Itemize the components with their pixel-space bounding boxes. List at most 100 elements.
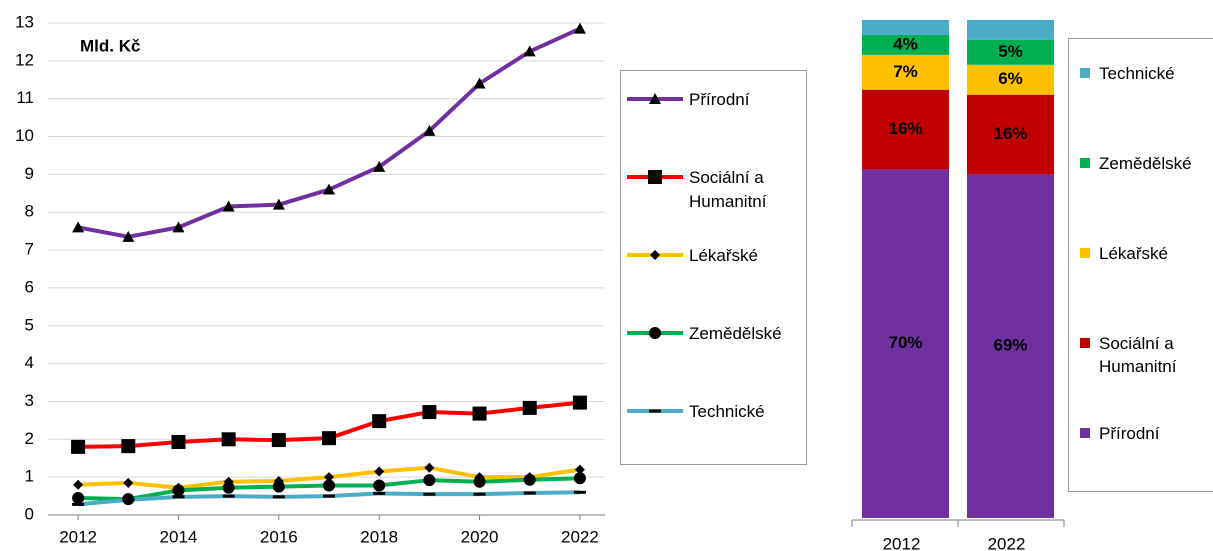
- marker: [323, 479, 336, 492]
- marker: [272, 495, 285, 499]
- marker: [72, 491, 85, 504]
- marker: [323, 494, 336, 498]
- legend-label: Sociální a Humanitní: [1099, 334, 1177, 376]
- marker: [73, 479, 84, 490]
- marker: [272, 198, 285, 210]
- bar-segment: [967, 94, 1054, 175]
- marker: [473, 492, 486, 496]
- y-tick-label: 4: [25, 353, 34, 372]
- marker: [473, 77, 486, 89]
- bar-segment: [862, 169, 949, 518]
- marker: [222, 200, 235, 212]
- marker: [373, 491, 386, 495]
- y-tick-label: 3: [25, 391, 34, 410]
- data-label: 4%: [893, 34, 918, 53]
- bar-legend: Přírodní Sociální a Humanitní Lékařské Země…: [1068, 38, 1213, 492]
- marker: [322, 431, 337, 446]
- legend-swatch: [627, 409, 683, 413]
- x-tick-label: 2012: [883, 534, 921, 551]
- legend-swatch: [627, 250, 683, 260]
- y-tick-label: 5: [25, 315, 34, 334]
- line-legend: Přírodní Sociální a Humanitní Lékařské Země…: [620, 70, 807, 465]
- marker: [649, 409, 661, 413]
- marker: [574, 464, 585, 475]
- marker: [373, 479, 386, 492]
- data-label: 16%: [993, 124, 1027, 143]
- marker: [221, 432, 236, 447]
- series-line: [77, 26, 581, 239]
- y-tick-label: 7: [25, 240, 34, 259]
- unit-annotation: Mld. Kč: [80, 36, 140, 55]
- marker: [573, 472, 586, 485]
- bar-segment: [967, 174, 1054, 518]
- marker: [222, 494, 235, 498]
- data-label: 16%: [888, 119, 922, 138]
- y-tick-label: 12: [15, 50, 34, 69]
- marker: [648, 170, 662, 184]
- bar-segment: [862, 89, 949, 170]
- marker: [71, 439, 86, 454]
- legend-label: Zemědělské: [1099, 154, 1192, 173]
- x-tick-label: 2020: [461, 527, 499, 546]
- marker: [172, 221, 185, 233]
- marker: [523, 45, 536, 57]
- data-label: 70%: [888, 333, 922, 352]
- marker: [171, 434, 186, 449]
- marker: [222, 481, 235, 494]
- y-tick-label: 10: [15, 126, 34, 145]
- legend-label: Přírodní: [1099, 424, 1160, 443]
- marker: [323, 183, 336, 195]
- marker: [72, 502, 85, 506]
- bar-segment: [862, 34, 949, 55]
- y-tick-label: 11: [16, 88, 34, 107]
- bar-segment: [967, 20, 1054, 40]
- marker: [573, 490, 586, 494]
- legend-swatch: [627, 170, 683, 184]
- data-label: 7%: [893, 62, 918, 81]
- marker: [423, 492, 436, 496]
- x-tick-label: 2014: [160, 527, 198, 546]
- legend-swatch: [1080, 68, 1090, 78]
- legend-swatch: [627, 327, 683, 339]
- y-tick-label: 8: [25, 202, 34, 221]
- marker: [573, 22, 586, 34]
- legend-swatch: [1080, 248, 1090, 258]
- legend-label: Technické: [689, 402, 765, 421]
- marker: [423, 124, 436, 136]
- marker: [172, 495, 185, 499]
- legend-label: Technické: [1099, 64, 1175, 83]
- marker: [123, 477, 134, 488]
- marker: [424, 462, 435, 473]
- legend-label: Sociální a Humanitní: [689, 168, 767, 211]
- x-tick-label: 2022: [561, 527, 599, 546]
- marker: [373, 160, 386, 172]
- marker: [374, 466, 385, 477]
- marker: [271, 433, 286, 448]
- legend-swatch: [1080, 158, 1090, 168]
- legend-swatch: [627, 93, 683, 104]
- marker: [522, 400, 537, 415]
- data-label: 69%: [993, 336, 1027, 355]
- marker: [473, 475, 486, 488]
- marker: [572, 395, 587, 410]
- legend-label: Přírodní: [689, 90, 750, 109]
- x-tick-label: 2022: [988, 534, 1026, 551]
- y-tick-label: 1: [25, 467, 34, 486]
- marker: [122, 230, 135, 242]
- legend-label: Lékařské: [1099, 244, 1168, 263]
- marker: [422, 405, 437, 420]
- marker: [423, 474, 436, 487]
- bar-segment: [967, 39, 1054, 65]
- marker: [372, 414, 387, 429]
- marker: [72, 221, 85, 233]
- marker: [472, 406, 487, 421]
- y-tick-label: 6: [25, 277, 34, 296]
- marker: [272, 480, 285, 493]
- bar-segment: [967, 64, 1054, 95]
- legend-swatch: [1080, 428, 1090, 438]
- marker: [121, 439, 136, 454]
- marker: [523, 473, 536, 486]
- marker: [324, 472, 335, 483]
- marker: [649, 93, 661, 104]
